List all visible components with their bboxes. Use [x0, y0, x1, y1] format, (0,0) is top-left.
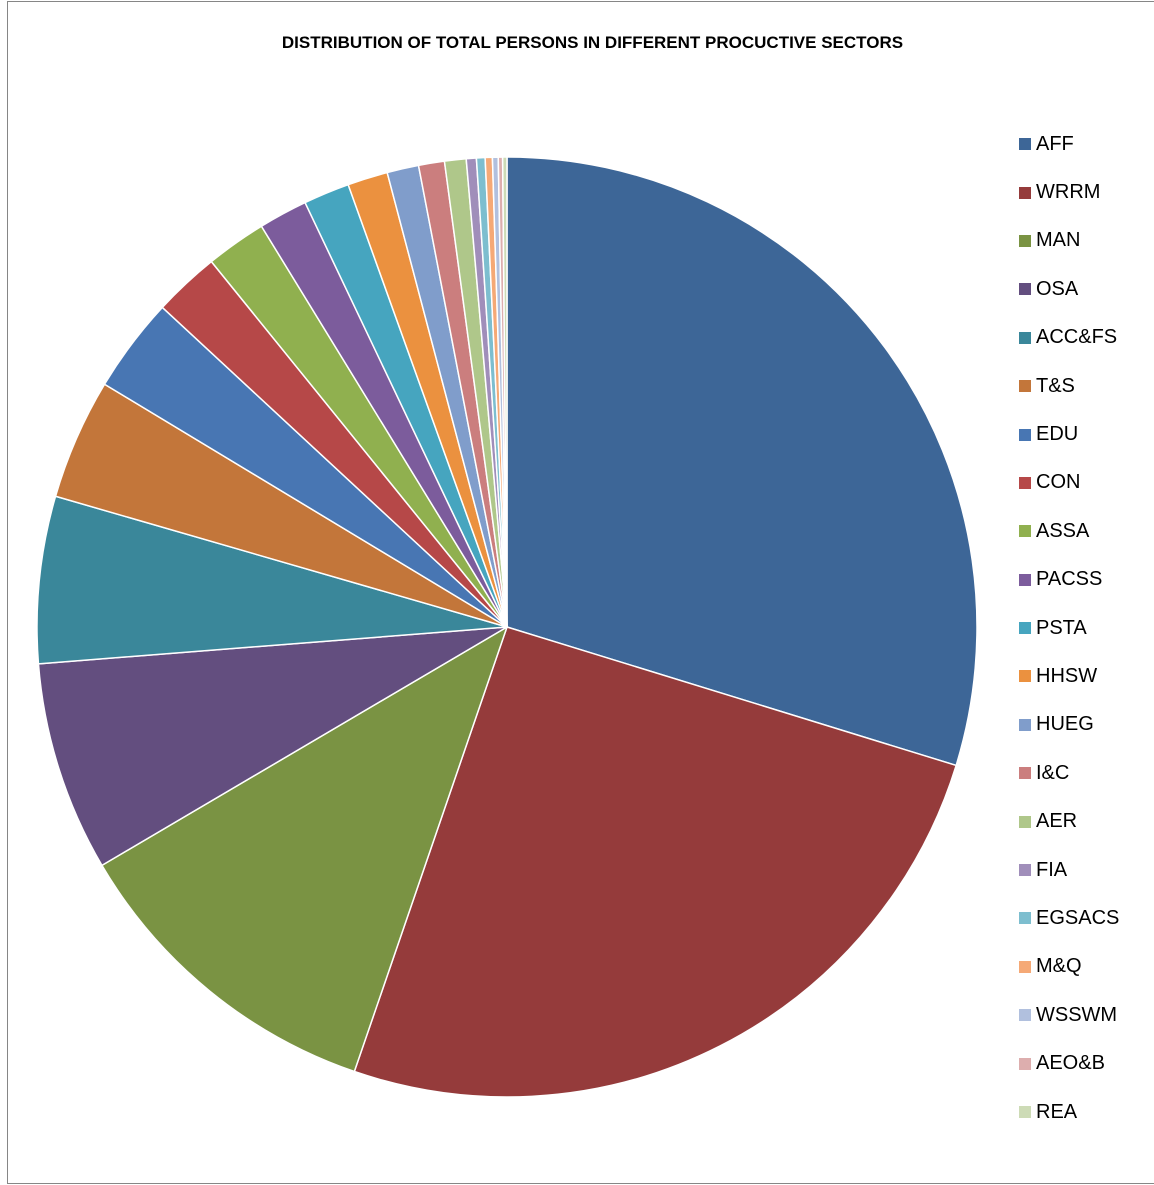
legend-item: M&Q: [1019, 943, 1119, 991]
legend-item: T&S: [1019, 362, 1119, 410]
legend-swatch: [1019, 186, 1031, 199]
legend-item: AER: [1019, 797, 1119, 845]
pie-slice-aff: [506, 156, 978, 767]
legend-item: PSTA: [1019, 604, 1119, 652]
legend-item: EGSACS: [1019, 894, 1119, 942]
legend-swatch: [1019, 718, 1031, 731]
legend-label: AER: [1036, 810, 1078, 833]
legend-item: WRRM: [1019, 168, 1119, 216]
legend-item: ACC&FS: [1019, 314, 1119, 362]
legend-label: OSA: [1036, 277, 1079, 300]
legend-item: CON: [1019, 459, 1119, 507]
legend-swatch: [1019, 1106, 1031, 1118]
legend-label: HHSW: [1036, 664, 1098, 687]
legend-swatch: [1019, 912, 1031, 925]
legend-swatch: [1019, 864, 1031, 877]
pie-slice-man: [101, 626, 508, 1073]
legend-label: PSTA: [1036, 616, 1087, 639]
legend-item: FIA: [1019, 846, 1119, 894]
legend-label: WSSWM: [1036, 1003, 1118, 1026]
legend-swatch: [1019, 331, 1031, 344]
legend-label: I&C: [1036, 761, 1070, 784]
legend-item: AFF: [1019, 120, 1119, 168]
legend-label: M&Q: [1036, 955, 1082, 978]
legend-swatch: [1019, 815, 1031, 828]
legend-item: HHSW: [1019, 652, 1119, 700]
legend-label: FIA: [1036, 858, 1068, 881]
legend-label: WRRM: [1036, 181, 1101, 204]
pie-slice-wrrm: [353, 626, 957, 1098]
legend-item: I&C: [1019, 749, 1119, 797]
legend-swatch: [1019, 476, 1031, 489]
legend-item: WSSWM: [1019, 991, 1119, 1039]
legend-swatch: [1019, 138, 1031, 151]
legend-label: ASSA: [1036, 519, 1090, 542]
legend-label: PACSS: [1036, 568, 1103, 591]
legend-label: AFF: [1036, 132, 1074, 155]
legend-item: AEO&B: [1019, 1039, 1119, 1087]
legend-swatch: [1019, 525, 1031, 538]
legend-swatch: [1019, 1057, 1031, 1070]
legend-label: MAN: [1036, 229, 1081, 252]
legend-label: EDU: [1036, 423, 1079, 446]
legend-swatch: [1019, 428, 1031, 441]
pie-slice-rea: [501, 156, 508, 628]
legend-item: REA: [1019, 1088, 1119, 1136]
legend-label: ACC&FS: [1036, 326, 1118, 349]
legend-swatch: [1019, 1009, 1031, 1022]
legend-item: ASSA: [1019, 507, 1119, 555]
legend-swatch: [1019, 283, 1031, 296]
legend-item: MAN: [1019, 217, 1119, 265]
legend-label: T&S: [1036, 374, 1075, 397]
legend-label: AEO&B: [1036, 1052, 1105, 1075]
legend-swatch: [1019, 380, 1031, 393]
legend-swatch: [1019, 960, 1031, 973]
legend-swatch: [1019, 767, 1031, 780]
pie-slice-osa: [37, 626, 508, 867]
chart-legend: AFF WRRM MAN OSA ACC&FS T&S EDU CON ASSA PACSS PST…: [1019, 131, 1119, 1147]
legend-swatch: [1019, 573, 1031, 586]
legend-swatch: [1019, 670, 1031, 683]
legend-item: OSA: [1019, 265, 1119, 313]
pie-slice-acc-fs: [36, 495, 508, 665]
legend-swatch: [1019, 234, 1031, 247]
legend-item: HUEG: [1019, 701, 1119, 749]
legend-label: REA: [1036, 1100, 1078, 1123]
legend-item: PACSS: [1019, 556, 1119, 604]
chart-title: DISTRIBUTION OF TOTAL PERSONS IN DIFFERE…: [281, 33, 904, 52]
legend-label: EGSACS: [1036, 906, 1120, 929]
legend-label: CON: [1036, 471, 1081, 494]
legend-item: EDU: [1019, 410, 1119, 458]
legend-swatch: [1019, 622, 1031, 635]
legend-label: HUEG: [1036, 713, 1094, 736]
